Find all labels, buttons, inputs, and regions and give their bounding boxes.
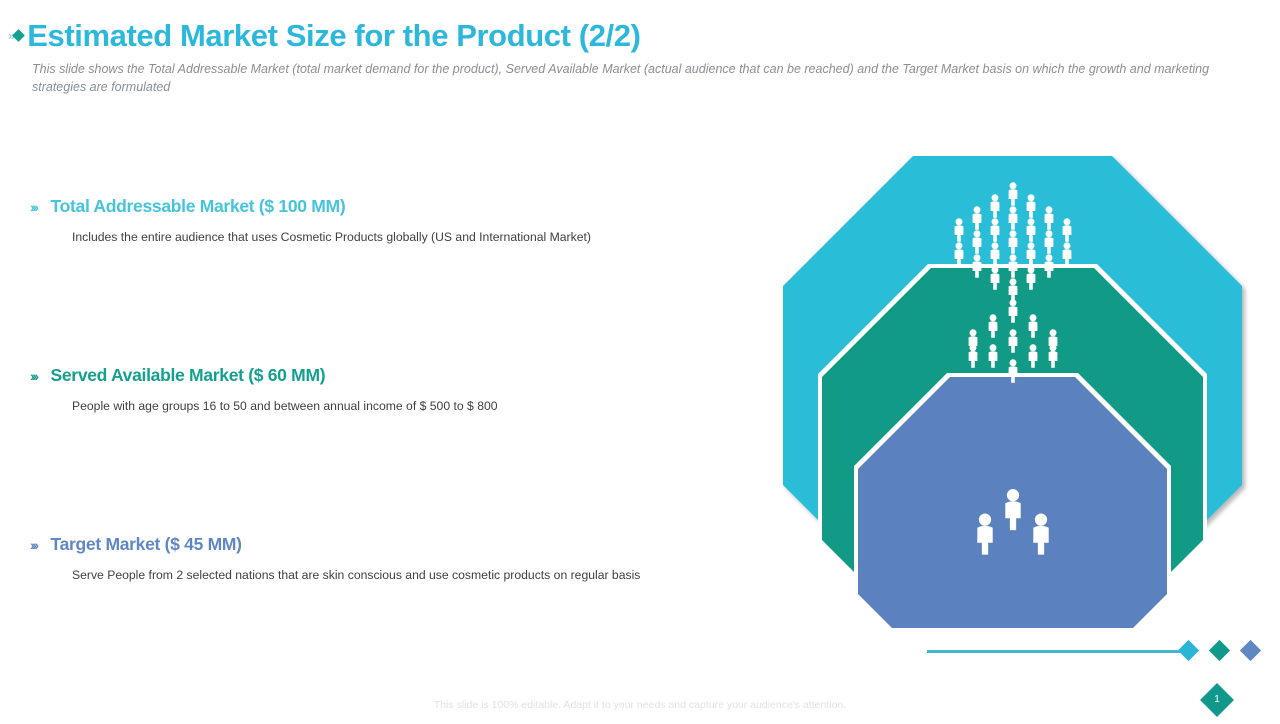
triple-chevron-icon: ››› — [30, 537, 39, 553]
chevron-right-icon: » — [8, 27, 15, 43]
decorative-line — [927, 650, 1189, 653]
slide-header: » Estimated Market Size for the Product … — [0, 0, 1280, 110]
nested-octagon-diagram — [775, 148, 1250, 628]
section-heading: ››› Total Addressable Market ($ 100 MM) — [30, 196, 740, 216]
section-heading: ››› Target Market ($ 45 MM) — [30, 534, 740, 554]
triple-chevron-icon: ››› — [30, 368, 39, 384]
section-total-addressable-market: ››› Total Addressable Market ($ 100 MM) … — [30, 196, 740, 246]
triple-chevron-icon: ››› — [30, 199, 39, 215]
page-title: Estimated Market Size for the Product (2… — [27, 17, 641, 53]
section-title: Total Addressable Market ($ 100 MM) — [50, 196, 346, 216]
slide-subtitle: This slide shows the Total Addressable M… — [32, 62, 1210, 95]
diamond-teal-icon — [1208, 639, 1231, 662]
section-heading: ››› Served Available Market ($ 60 MM) — [30, 365, 740, 385]
section-description: People with age groups 16 to 50 and betw… — [72, 398, 498, 413]
section-description: Includes the entire audience that uses C… — [72, 229, 591, 244]
footer-note: This slide is 100% editable. Adapt it to… — [433, 699, 847, 711]
diamond-blue-icon — [1239, 639, 1262, 662]
section-target-market: ››› Target Market ($ 45 MM) Serve People… — [30, 534, 740, 584]
diamond-cyan-icon — [1177, 639, 1200, 662]
section-description: Serve People from 2 selected nations tha… — [72, 567, 641, 582]
market-sections: ››› Total Addressable Market ($ 100 MM) … — [30, 196, 740, 584]
title-row: » Estimated Market Size for the Product … — [8, 14, 641, 56]
section-title: Served Available Market ($ 60 MM) — [50, 365, 326, 385]
section-served-available-market: ››› Served Available Market ($ 60 MM) Pe… — [30, 365, 740, 415]
section-title: Target Market ($ 45 MM) — [50, 534, 242, 554]
